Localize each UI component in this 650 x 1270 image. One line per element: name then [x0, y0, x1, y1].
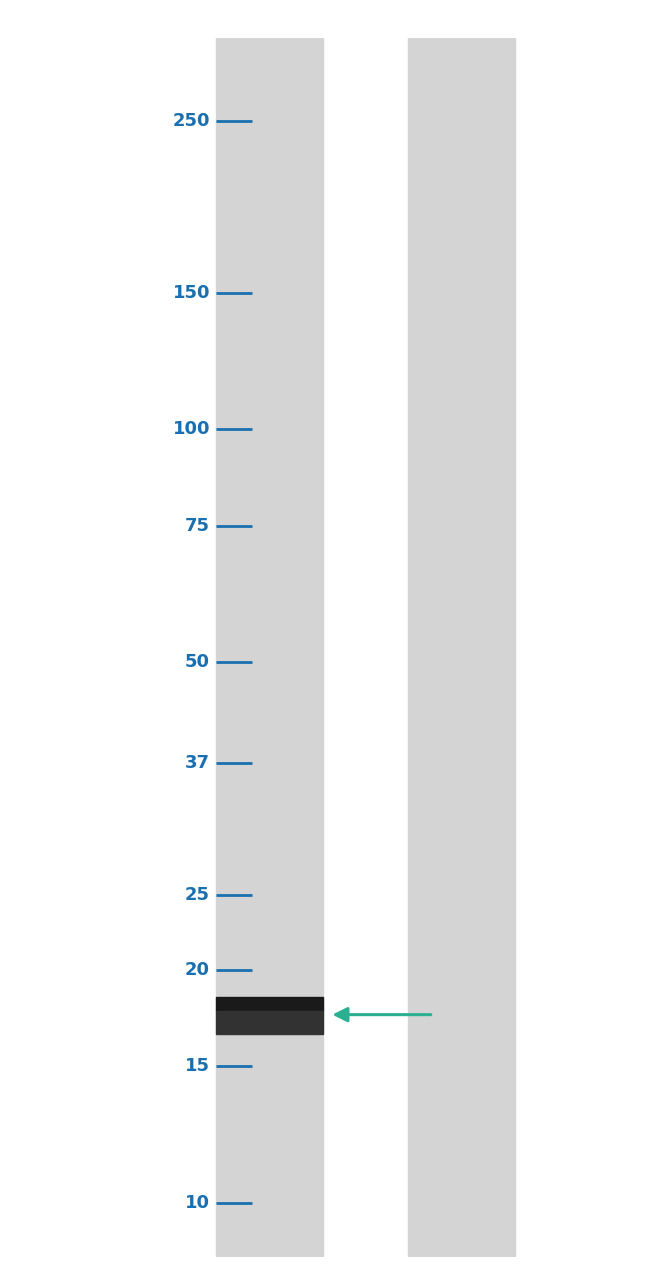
- Text: 150: 150: [172, 283, 210, 302]
- Text: 10: 10: [185, 1194, 210, 1212]
- Text: 37: 37: [185, 754, 210, 772]
- Text: 100: 100: [172, 420, 210, 438]
- Text: 20: 20: [185, 961, 210, 979]
- Text: 250: 250: [172, 112, 210, 130]
- Bar: [408, 38, 515, 1257]
- Text: 75: 75: [185, 517, 210, 535]
- Bar: [216, 997, 323, 1011]
- Bar: [216, 38, 323, 1257]
- Bar: [216, 1011, 323, 1034]
- Text: 50: 50: [185, 653, 210, 671]
- Text: 25: 25: [185, 885, 210, 904]
- Text: 15: 15: [185, 1058, 210, 1076]
